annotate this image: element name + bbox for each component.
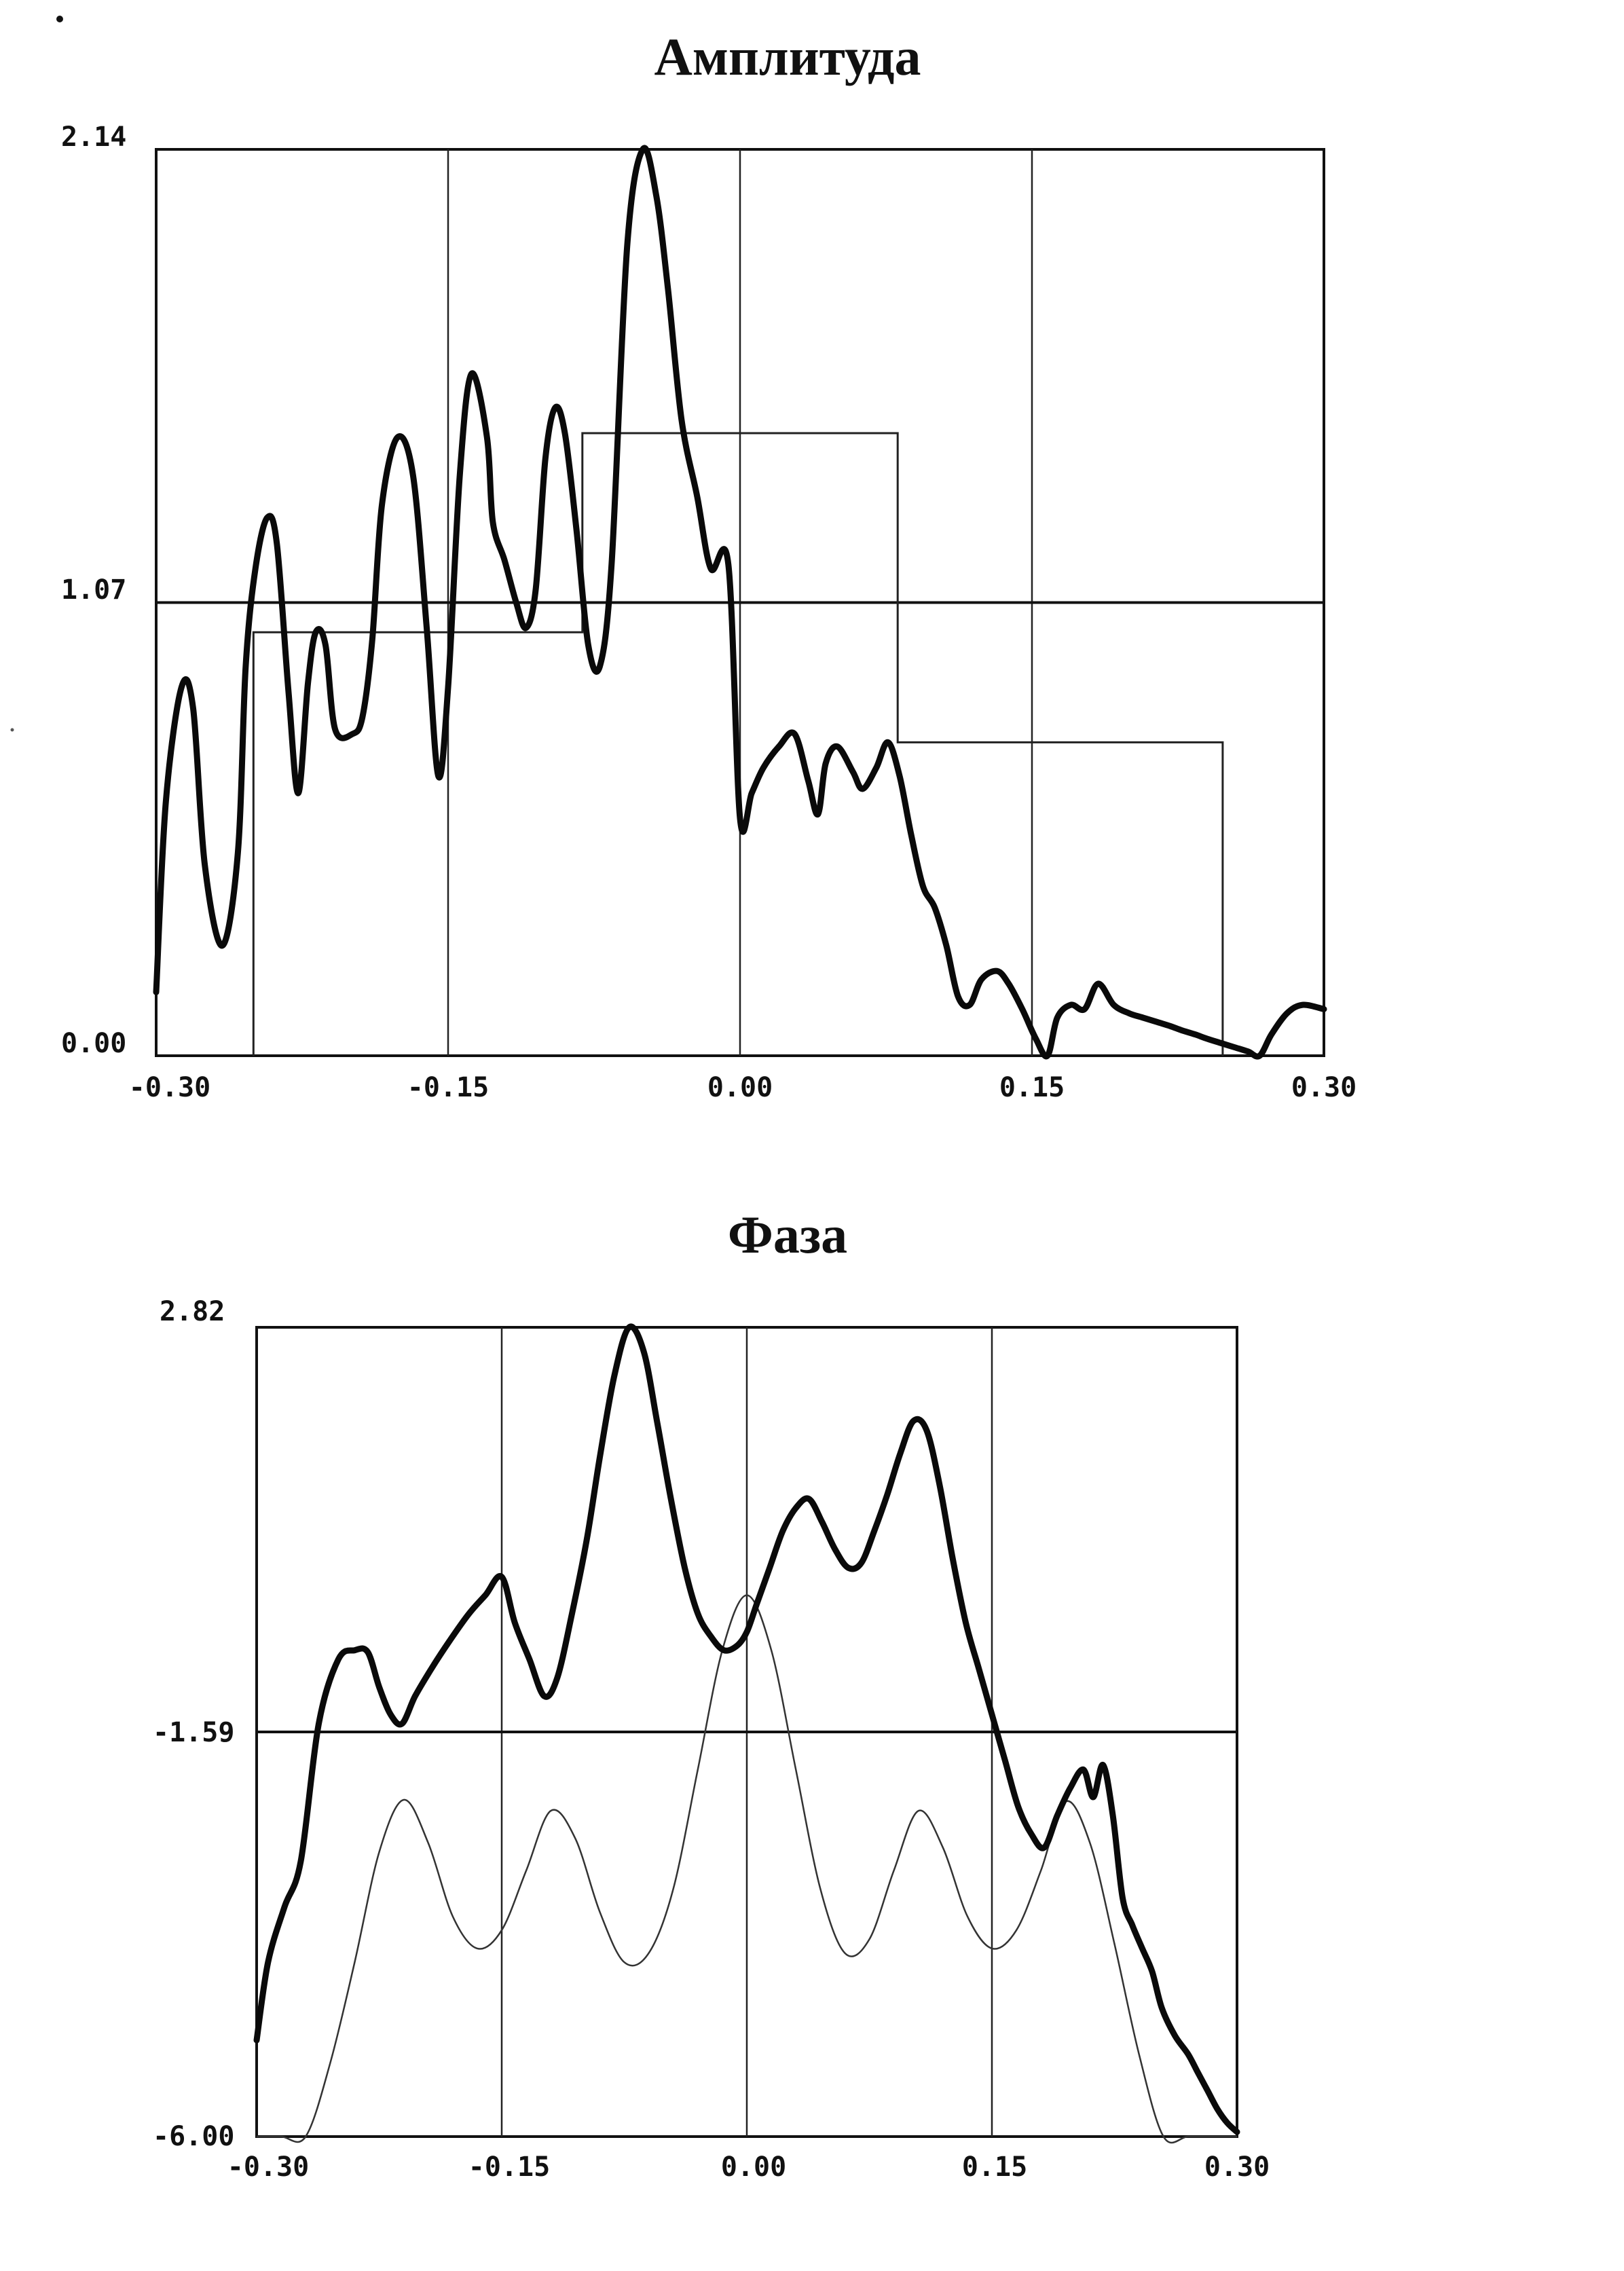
scan-speck — [56, 16, 63, 22]
amplitude-reference-series — [252, 432, 1224, 1056]
amplitude-x-tick-3: 0.15 — [999, 1072, 1065, 1103]
scan-speck — [10, 728, 14, 732]
amplitude-x-tick-2: 0.00 — [707, 1072, 773, 1103]
amplitude-chart: Амплитуда 2.14 1.07 0.00 -0.30 -0.15 0.0… — [61, 27, 1357, 1103]
amplitude-x-tick-1: -0.15 — [407, 1072, 489, 1103]
amplitude-title: Амплитуда — [654, 27, 921, 86]
phase-measured-series — [253, 1323, 1240, 2135]
amplitude-y-tick-bottom: 0.00 — [61, 1028, 126, 1059]
phase-x-tick-2: 0.00 — [721, 2152, 786, 2183]
phase-reference-series — [257, 1594, 1237, 2144]
phase-x-tick-3: 0.15 — [962, 2152, 1027, 2183]
phase-x-tick-1: -0.15 — [468, 2152, 550, 2183]
amplitude-x-tick-0: -0.30 — [129, 1072, 210, 1103]
amplitude-x-tick-4: 0.30 — [1291, 1072, 1357, 1103]
phase-y-tick-top: 2.82 — [160, 1296, 225, 1327]
phase-chart: Фаза 2.82 -1.59 -6.00 -0.30 -0.15 0.00 0… — [153, 1205, 1270, 2183]
phase-title: Фаза — [728, 1205, 847, 1264]
phase-x-tick-4: 0.30 — [1204, 2152, 1270, 2183]
phase-y-tick-mid: -1.59 — [153, 1717, 234, 1748]
phase-y-tick-bottom: -6.00 — [153, 2121, 234, 2152]
amplitude-measured-series — [153, 145, 1327, 1060]
amplitude-y-tick-mid: 1.07 — [61, 574, 126, 606]
amplitude-y-tick-top: 2.14 — [61, 122, 126, 153]
phase-x-tick-0: -0.30 — [227, 2152, 309, 2183]
